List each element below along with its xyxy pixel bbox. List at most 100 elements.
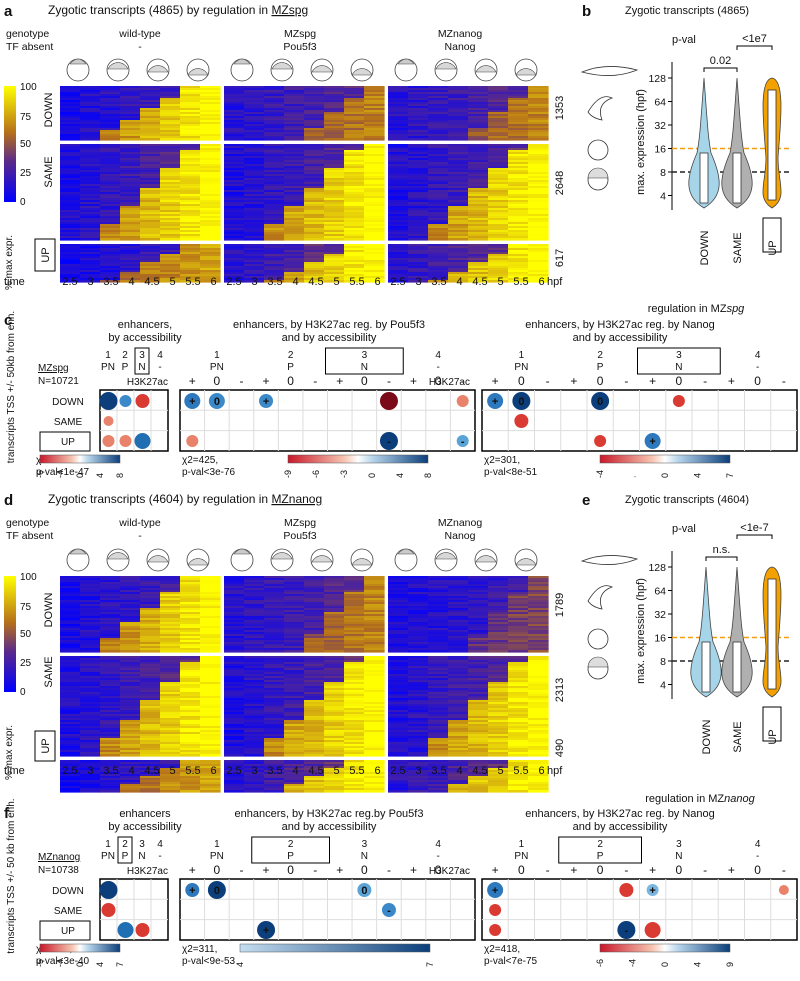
heat-cell [344,96,365,99]
heat-cell [60,194,81,197]
heat-cell [100,182,121,185]
heat-cell [488,584,509,587]
heat-cell [160,176,181,179]
heat-cell [528,580,549,583]
heat-cell [468,682,489,685]
heat-cell [508,158,529,161]
heat-cell [120,138,141,141]
heat-cell [488,754,509,757]
heat-cell [344,124,365,127]
heat-cell [488,724,509,727]
heat-cell [100,160,121,163]
heat-cell [180,598,201,601]
heat-cell [344,618,365,621]
heat-cell [100,598,121,601]
heat-cell [224,600,245,603]
heat-cell [428,770,449,773]
acc-class-num: 1 [214,350,220,361]
heat-cell [224,636,245,639]
heat-cell [100,98,121,101]
heat-cell [284,274,305,277]
heat-cell [364,656,385,659]
heat-cell [508,630,529,633]
heat-cell [284,780,305,783]
heat-cell [100,614,121,617]
heat-cell [528,128,549,131]
heat-cell [140,766,161,769]
heat-cell [508,186,529,189]
heat-cell [140,254,161,257]
heat-cell [324,116,345,119]
heat-cell [160,738,181,741]
heat-cell [304,662,325,665]
heat-cell [244,120,265,123]
heat-cell [304,146,325,149]
heat-cell [200,674,221,677]
heat-cell [448,722,469,725]
heat-cell [244,194,265,197]
heat-cell [388,666,409,669]
heat-cell [344,640,365,643]
heat-cell [428,252,449,255]
heat-cell [60,706,81,709]
heat-cell [284,658,305,661]
heat-cell [120,200,141,203]
heat-cell [344,150,365,153]
heat-cell [324,144,345,147]
heat-cell [324,774,345,777]
heat-cell [140,222,161,225]
heat-cell [160,656,181,659]
heat-cell [140,744,161,747]
heat-cell [224,158,245,161]
heat-cell [468,132,489,135]
heat-cell [140,110,161,113]
heat-cell [468,196,489,199]
heat-cell [160,110,181,113]
heat-cell [244,92,265,95]
heat-cell [180,110,201,113]
heat-cell [508,722,529,725]
heat-cell [180,152,201,155]
heat-cell [428,156,449,159]
heat-cell [508,252,529,255]
colorbar-tick: -6 [311,470,321,478]
heat-cell [100,712,121,715]
heat-cell [488,260,509,263]
time-tick: 3 [415,276,421,288]
heat-cell [448,250,469,253]
heat-cell [528,162,549,165]
heat-cell [264,786,285,789]
heat-cell [364,602,385,605]
heat-cell [140,192,161,195]
heat-cell [468,144,489,147]
heat-cell [324,146,345,149]
heat-cell [200,100,221,103]
heat-cell [80,218,101,221]
heat-cell [140,178,161,181]
heat-cell [448,648,469,651]
heat-cell [468,700,489,703]
heat-cell [448,672,469,675]
heat-cell [468,644,489,647]
heat-cell [120,636,141,639]
heat-cell [180,748,201,751]
heat-cell [408,154,429,157]
heat-cell [344,724,365,727]
heat-cell [468,666,489,669]
heat-cell [428,236,449,239]
heat-cell [388,134,409,137]
heat-cell [468,124,489,127]
heat-cell [284,744,305,747]
heat-cell [284,700,305,703]
heat-cell [100,738,121,741]
heat-cell [344,182,365,185]
heat-cell [468,220,489,223]
heat-cell [244,172,265,175]
heat-cell [528,212,549,215]
heat-cell [200,750,221,753]
heat-cell [448,200,469,203]
heat-cell [200,698,221,701]
heat-cell [60,712,81,715]
heat-cell [528,576,549,579]
heat-cell [508,266,529,269]
